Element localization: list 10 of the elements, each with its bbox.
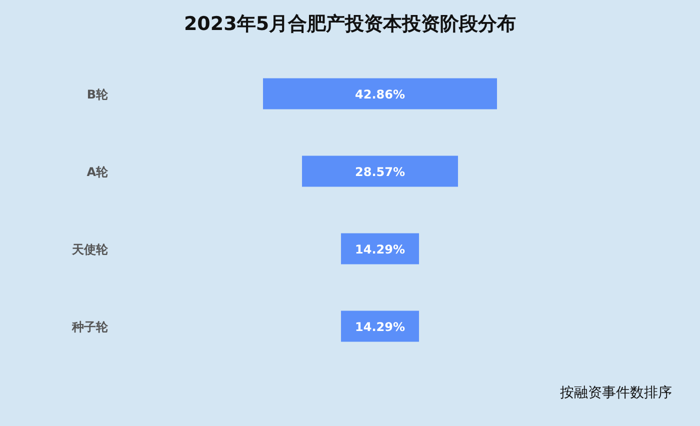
- text: 2023年5月合肥产投资本投资阶段分布: [184, 13, 516, 35]
- category-label: A轮: [86, 164, 109, 179]
- data-label: 28.57%: [355, 164, 405, 179]
- category-label: B轮: [86, 87, 109, 102]
- text: 按融资事件数排序: [560, 385, 672, 401]
- category-label: 种子轮: [71, 320, 109, 334]
- category-label: 天使轮: [71, 242, 109, 256]
- data-label: 42.86%: [355, 87, 405, 102]
- data-label: 14.29%: [355, 242, 405, 256]
- data-label: 14.29%: [355, 320, 405, 334]
